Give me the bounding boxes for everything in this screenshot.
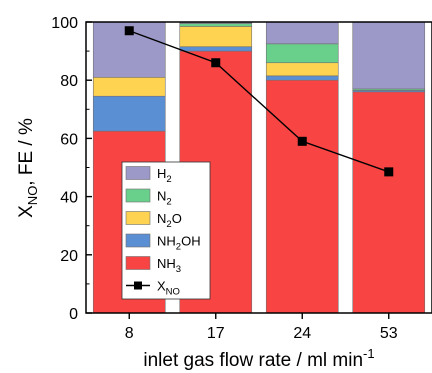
bar-nh2oh-17 <box>179 46 253 52</box>
legend-label-main: N <box>157 189 166 204</box>
bar-h2-53 <box>352 21 426 90</box>
legend-swatch-nh2oh <box>125 233 151 248</box>
legend-marker-xno <box>134 281 142 290</box>
legend-label-sub: 3 <box>176 264 181 275</box>
y-tick-label-60: 60 <box>60 131 78 148</box>
legend-label-sub: 2 <box>166 174 171 185</box>
legend-label-tail: O <box>172 211 182 226</box>
legend-label-main: H <box>157 166 166 181</box>
bar-nh3-24 <box>265 79 339 314</box>
point-xno-17 <box>211 58 221 68</box>
y-tick-label-20: 20 <box>60 248 78 265</box>
legend-label-nh3: NH3 <box>157 256 181 275</box>
bar-nh3-53 <box>352 91 426 314</box>
legend-label-tail: OH <box>181 234 201 249</box>
bar-n2o-24 <box>265 62 339 77</box>
line-layer <box>124 26 394 177</box>
legend-label-main: NH <box>157 256 176 271</box>
point-xno-53 <box>384 167 394 177</box>
legend-label-n2o: N2O <box>157 211 182 230</box>
bar-n2o-8 <box>92 76 166 97</box>
legend-label-sub: NO <box>166 287 180 298</box>
legend-swatch-h2 <box>125 166 151 180</box>
legend-box <box>121 161 211 300</box>
legend-label-n2: N2 <box>157 189 172 208</box>
legend-label-xno: XNO <box>157 279 180 298</box>
legend-label-main: NH <box>157 234 176 249</box>
x-axis: 8 17 24 53 <box>125 313 398 342</box>
bar-n2-24 <box>265 43 339 64</box>
bar-n2o-17 <box>179 26 253 48</box>
bar-h2-24 <box>265 21 339 45</box>
legend-swatch-n2 <box>125 188 151 203</box>
y-tick-label-0: 0 <box>69 306 78 323</box>
x-tick-label-24: 24 <box>293 325 311 342</box>
legend-label-nh2oh: NH2OH <box>157 234 201 253</box>
point-xno-8 <box>124 26 134 36</box>
bar-nh2oh-8 <box>92 95 166 132</box>
legend-label-main: X <box>157 279 166 294</box>
y-axis-label: XNO, FE / % <box>16 118 40 218</box>
y-axis: 0 20 40 60 80 100 <box>51 15 92 323</box>
line-xno <box>129 30 389 173</box>
x-tick-label-17: 17 <box>207 325 225 342</box>
point-xno-24 <box>297 136 307 146</box>
y-tick-label-100: 100 <box>51 15 78 32</box>
legend-label-sub: 2 <box>176 242 181 253</box>
legend-swatch-n2o <box>125 211 151 225</box>
legend-label-sub: 2 <box>166 197 171 208</box>
bar-nh2oh-24 <box>265 75 339 81</box>
legend-label-sub: 2 <box>166 219 171 230</box>
x-axis-label: inlet gas flow rate / ml min-1 <box>143 346 374 371</box>
legend-swatch-nh3 <box>125 256 151 270</box>
y-tick-label-40: 40 <box>60 190 78 207</box>
x-tick-label-8: 8 <box>125 325 134 342</box>
legend-label-h2: H2 <box>157 166 172 185</box>
x-tick-label-53: 53 <box>380 325 398 342</box>
bar-n2-17 <box>179 23 253 27</box>
bars-layer <box>92 21 426 314</box>
y-tick-label-80: 80 <box>60 73 78 90</box>
legend-label-main: N <box>157 211 166 226</box>
